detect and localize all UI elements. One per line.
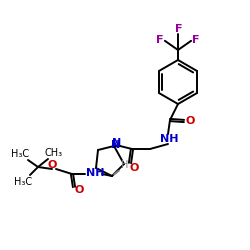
Text: N: N (112, 138, 122, 148)
Text: O: O (74, 185, 84, 195)
Text: N: N (112, 140, 120, 150)
Text: O: O (129, 163, 139, 173)
Text: F: F (175, 24, 183, 34)
Text: O: O (185, 116, 195, 126)
Text: F: F (156, 35, 164, 45)
Text: CH₃: CH₃ (45, 148, 63, 158)
Text: O: O (47, 160, 57, 170)
Text: F: F (192, 35, 200, 45)
Text: NH: NH (86, 168, 104, 178)
Text: H₃C: H₃C (14, 177, 32, 187)
Text: H₃C: H₃C (11, 149, 29, 159)
Text: NH: NH (160, 134, 178, 144)
Text: H: H (121, 160, 129, 170)
